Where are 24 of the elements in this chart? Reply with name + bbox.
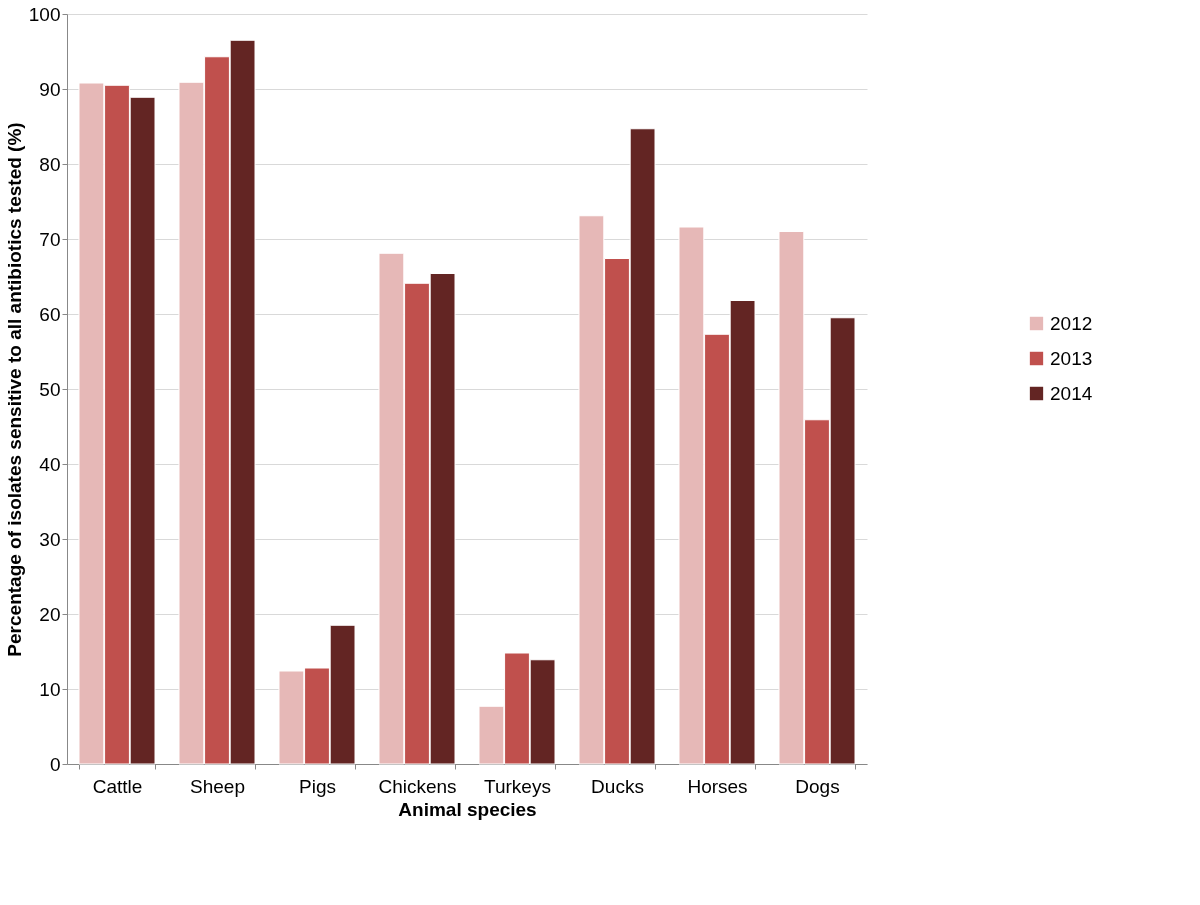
y-axis-title: Percentage of isolates sensitive to all antibiotics tested (%) bbox=[3, 122, 25, 657]
x-tick-label: Chickens bbox=[378, 775, 457, 797]
y-tick-label: 70 bbox=[39, 228, 61, 250]
y-tick-label: 80 bbox=[39, 153, 61, 175]
x-tick-label: Turkeys bbox=[484, 775, 551, 797]
y-tick-label: 20 bbox=[39, 603, 61, 625]
y-tick-label: 30 bbox=[39, 528, 61, 550]
legend-label: 2012 bbox=[1050, 312, 1093, 334]
y-tick-label: 60 bbox=[39, 303, 61, 325]
x-tick-label: Pigs bbox=[299, 775, 336, 797]
x-axis-title: Animal species bbox=[398, 798, 537, 820]
x-tick-label: Horses bbox=[687, 775, 748, 797]
y-tick-label: 0 bbox=[49, 753, 61, 775]
y-tick-label: 10 bbox=[39, 678, 61, 700]
x-tick-label: Cattle bbox=[92, 775, 143, 797]
y-tick-label: 100 bbox=[28, 3, 61, 25]
legend-label: 2014 bbox=[1050, 382, 1093, 404]
y-tick-label: 40 bbox=[39, 453, 61, 475]
y-tick-label: 50 bbox=[39, 378, 61, 400]
x-tick-label: Dogs bbox=[795, 775, 840, 797]
x-tick-label: Sheep bbox=[190, 775, 245, 797]
y-tick-label: 90 bbox=[39, 78, 61, 100]
x-tick-label: Ducks bbox=[591, 775, 644, 797]
legend-label: 2013 bbox=[1050, 347, 1093, 369]
